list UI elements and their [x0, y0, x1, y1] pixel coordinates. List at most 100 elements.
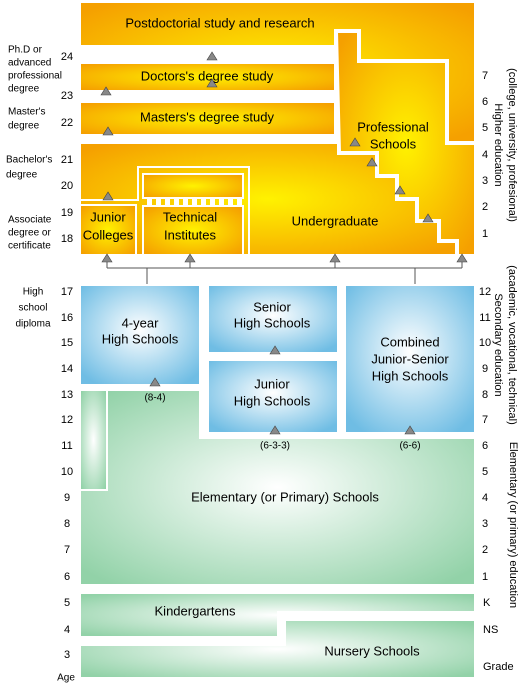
age-label: 9 [64, 492, 70, 504]
tech-shape [142, 205, 244, 256]
junior-hs-shape [207, 359, 339, 434]
age-label: 18 [61, 233, 73, 245]
grade-label: K [483, 597, 491, 609]
box-label: Junior [90, 209, 126, 224]
degree-label: Associate [8, 215, 52, 226]
box-label: Institutes [164, 227, 217, 242]
section-label: Secondary education [492, 293, 504, 396]
grade-label: 1 [482, 228, 488, 240]
degree-label: degree [8, 84, 40, 95]
age-label: 11 [61, 440, 72, 452]
age-label: 6 [64, 571, 70, 583]
grade-label: 7 [482, 414, 488, 426]
box-label: Elementary (or Primary) Schools [191, 489, 379, 504]
box-label: Masters's degree study [140, 109, 274, 124]
age-label: 4 [64, 624, 70, 636]
age-label: 21 [61, 154, 73, 166]
age-label: 7 [64, 544, 70, 556]
grade-label: 12 [479, 286, 491, 298]
box-label: Schools [370, 136, 417, 151]
age-label: 10 [61, 466, 73, 478]
box-label: High Schools [102, 331, 179, 346]
combined-hs-shape [344, 284, 476, 434]
degree-label: degree or [8, 228, 51, 239]
arrows [100, 51, 468, 435]
grade-label: 2 [482, 544, 488, 556]
age-label: 23 [61, 90, 73, 102]
degree-label: school [19, 303, 48, 314]
degree-label: Master's [8, 107, 45, 118]
age-label: 8 [64, 518, 70, 530]
degree-label: professional [8, 71, 62, 82]
nursery-shape [79, 619, 476, 679]
box-label: High Schools [372, 368, 449, 383]
section-label: (college, university, profesional) [506, 68, 518, 222]
box-label: Senior [253, 299, 291, 314]
box-label: High Schools [234, 315, 311, 330]
masters-shape [79, 101, 336, 136]
grade-label: 3 [482, 518, 488, 530]
tech-windows [147, 198, 242, 206]
box-label: Combined [380, 334, 439, 349]
box-label: (6-6) [399, 441, 420, 452]
box-label: 4-year [122, 315, 160, 330]
box-label: Doctors's degree study [141, 68, 274, 83]
degree-label: Bachelor's [6, 155, 52, 166]
grade-label: 6 [482, 440, 488, 452]
grade-label: 1 [482, 571, 488, 583]
grade-label: Grade [483, 661, 514, 673]
section-label: Elementary (or primary) education [507, 442, 519, 608]
age-label: 24 [61, 51, 73, 63]
box-label: Junior-Senior [371, 351, 449, 366]
box-label: (6-3-3) [260, 441, 290, 452]
grade-label: 5 [482, 466, 488, 478]
grade-label: 6 [482, 96, 488, 108]
grade-label: 4 [482, 149, 488, 161]
shapes [79, 1, 476, 679]
degree-label: certificate [8, 241, 51, 252]
box-label: Postdoctorial study and research [125, 15, 314, 30]
age-label: 12 [61, 414, 73, 426]
age-label: 16 [61, 312, 73, 324]
box-label: Nursery Schools [324, 643, 420, 658]
degree-label: degree [6, 170, 38, 181]
grade-label: 3 [482, 175, 488, 187]
professional-shape [335, 31, 476, 256]
junior-colleges-shape [79, 204, 137, 256]
degree-label: Ph.D or [8, 45, 43, 56]
age-label: Age [57, 673, 75, 683]
grade-label: 11 [479, 312, 490, 324]
box-label: Professional [357, 119, 429, 134]
age-label: 3 [64, 649, 70, 661]
box-label: Colleges [83, 227, 134, 242]
section-label: (academic, vocational, technical) [506, 265, 518, 425]
box-label: (8-4) [144, 393, 165, 404]
age-label: 13 [61, 389, 73, 401]
grade-label: 2 [482, 201, 488, 213]
box-label: Technical [163, 209, 217, 224]
grade-label: 9 [482, 363, 488, 375]
age-label: 22 [61, 117, 73, 129]
age-label: 5 [64, 597, 70, 609]
age-label: 19 [61, 207, 73, 219]
age-label: 17 [61, 286, 73, 298]
age-label: 14 [61, 363, 73, 375]
senior-hs-shape [207, 284, 339, 354]
degree-label: degree [8, 121, 40, 132]
box-label: High Schools [234, 393, 311, 408]
degree-label: advanced [8, 58, 51, 69]
box-label: Junior [254, 376, 290, 391]
elementary-inset [79, 389, 108, 491]
notch-outline [80, 166, 250, 255]
grade-label: NS [483, 624, 498, 636]
age-label: 20 [61, 180, 73, 192]
four-year-hs-shape [79, 284, 201, 386]
grade-label: 7 [482, 70, 488, 82]
elementary-shape [79, 389, 476, 586]
box-label: Kindergartens [155, 603, 236, 618]
grade-label: 10 [479, 337, 491, 349]
age-label: 15 [61, 337, 73, 349]
grade-label: 5 [482, 122, 488, 134]
box-label: Undergraduate [292, 213, 379, 228]
